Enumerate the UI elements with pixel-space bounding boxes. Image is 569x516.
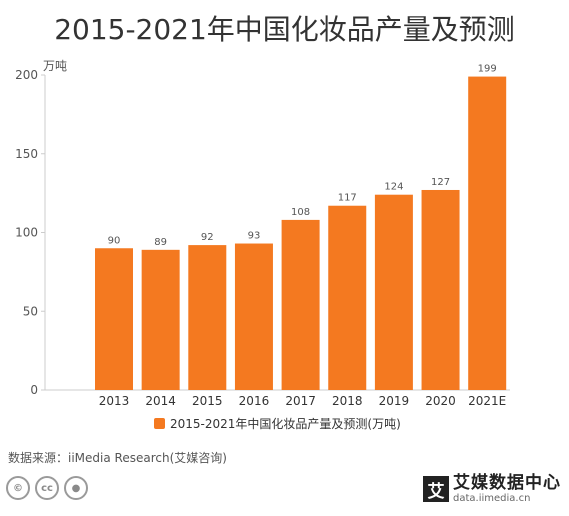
data-label-2018: 117 (338, 193, 357, 204)
data-label-2013: 90 (108, 235, 121, 246)
x-tick-label-2016: 2016 (239, 394, 270, 408)
bar-2018 (328, 205, 367, 390)
data-source: 数据来源：iiMedia Research(艾媒咨询) (8, 451, 227, 465)
bar-2014 (141, 249, 180, 390)
x-tick-label-2014: 2014 (145, 394, 176, 408)
license-icons: © cc ● (6, 476, 88, 500)
data-label-2021E: 199 (478, 64, 497, 75)
bar-2019 (374, 194, 413, 390)
bar-2013 (95, 248, 133, 390)
bar-2021E (468, 76, 507, 390)
y-tick-label: 50 (23, 304, 38, 318)
y-tick-label: 100 (15, 226, 38, 240)
x-tick-label-2019: 2019 (379, 394, 410, 408)
bar-2017 (281, 219, 320, 390)
brand-mark-icon: 艾 (423, 476, 449, 502)
y-axis-unit-label: 万吨 (43, 59, 67, 73)
legend-swatch (154, 418, 165, 429)
x-tick-label-2020: 2020 (425, 394, 456, 408)
bar-2015 (188, 245, 227, 390)
bar-2020 (421, 189, 460, 390)
brand-name: 艾媒数据中心 (453, 472, 561, 493)
legend-label: 2015-2021年中国化妆品产量及预测(万吨) (170, 416, 401, 431)
data-label-2020: 127 (431, 177, 450, 188)
brand-url: data.iimedia.cn (453, 492, 531, 504)
brand-logo: 艾 艾媒数据中心 data.iimedia.cn (423, 474, 561, 504)
bar-2016 (234, 243, 273, 390)
x-tick-label-2018: 2018 (332, 394, 363, 408)
x-tick-label-2017: 2017 (285, 394, 316, 408)
y-tick-label: 200 (15, 68, 38, 82)
copyright-icon: © (6, 476, 30, 500)
chart-title: 2015-2021年中国化妆品产量及预测 (54, 13, 515, 46)
y-tick-label: 0 (30, 383, 38, 397)
bar-chart: 万吨 0 50 100 150 200 90 2013 89 2014 92 2015 93 2016 10… (15, 59, 510, 431)
data-label-2019: 124 (384, 182, 403, 193)
data-label-2014: 89 (154, 237, 167, 248)
x-tick-label-2013: 2013 (99, 394, 130, 408)
y-tick-label: 150 (15, 147, 38, 161)
x-tick-label-2015: 2015 (192, 394, 223, 408)
data-label-2015: 92 (201, 232, 214, 243)
cc-icon: cc (35, 476, 59, 500)
attribution-icon: ● (64, 476, 88, 500)
data-label-2017: 108 (291, 207, 310, 218)
data-label-2016: 93 (248, 231, 261, 242)
x-tick-label-2021E: 2021E (468, 394, 506, 408)
